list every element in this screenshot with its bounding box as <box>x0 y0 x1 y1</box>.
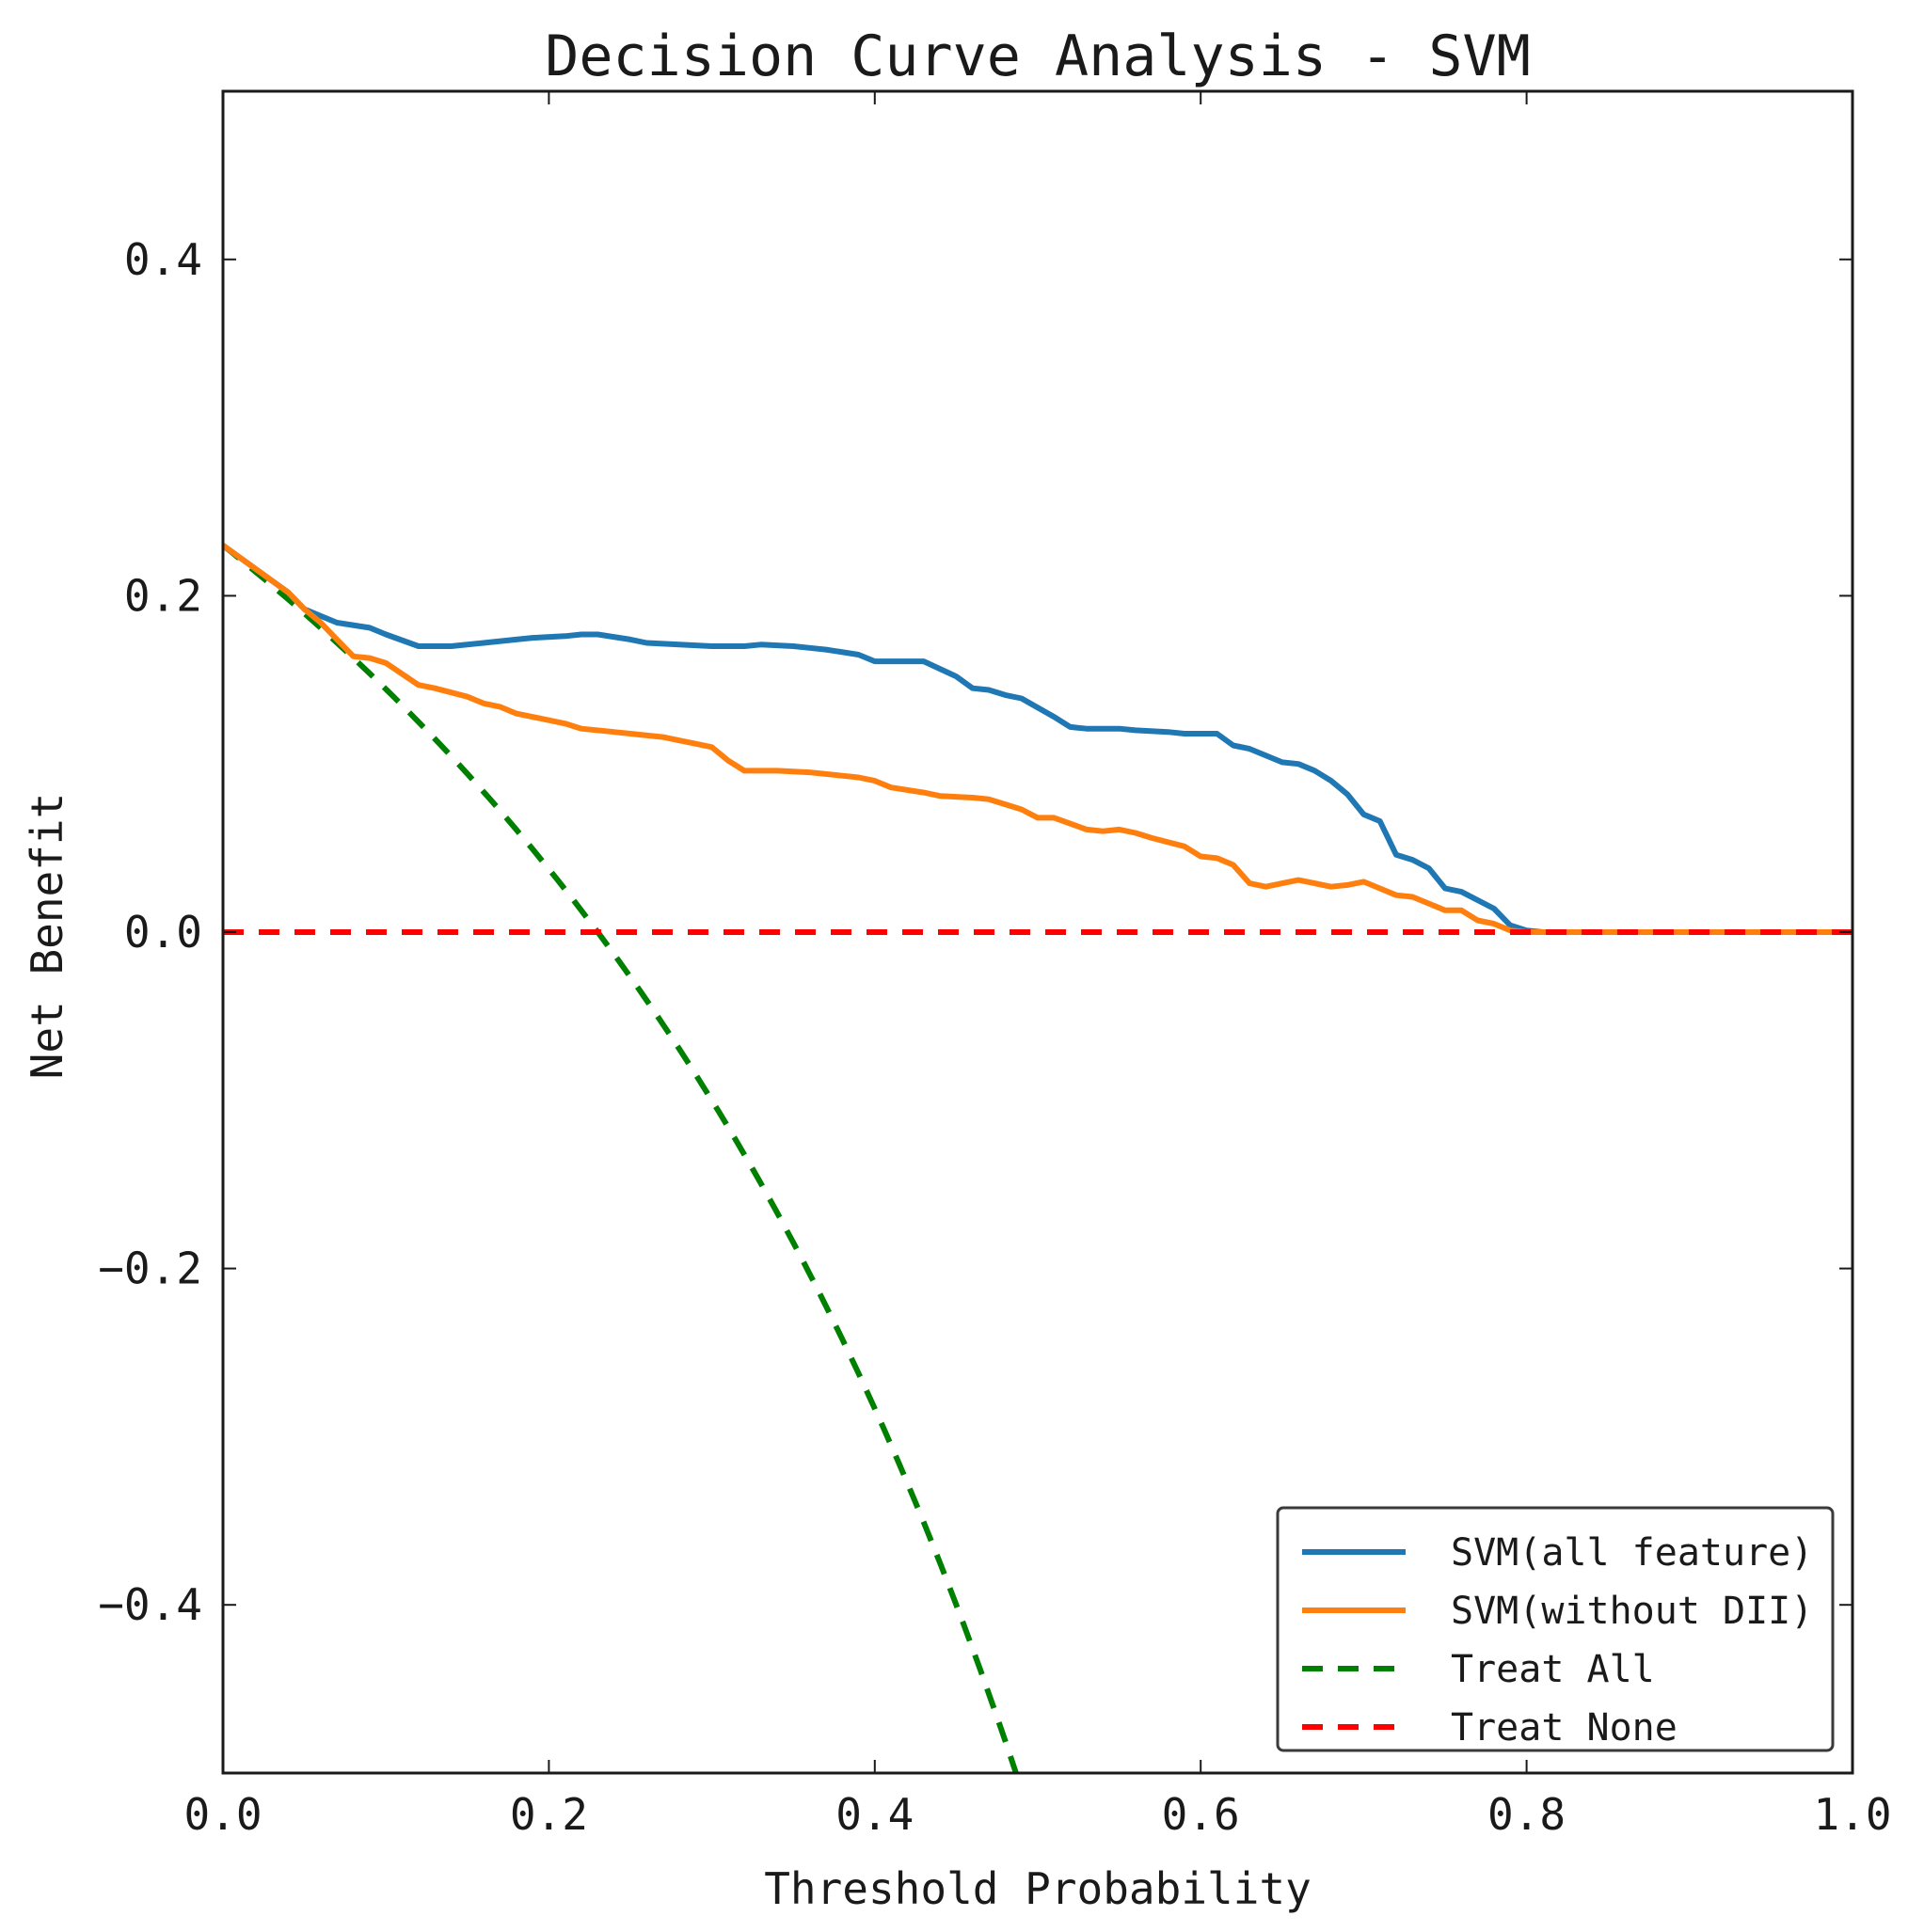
y-tick-label: 0.0 <box>124 907 202 958</box>
y-tick-label: 0.2 <box>124 570 202 621</box>
legend-label-svm-all-feature: SVM(all feature) <box>1451 1531 1813 1575</box>
legend-label-svm-without-dii: SVM(without DII) <box>1451 1590 1813 1633</box>
series-line-svm-all-feature <box>223 543 1852 935</box>
chart-title: Decision Curve Analysis - SVM <box>545 24 1531 89</box>
series-line-svm-without-dii <box>223 543 1852 935</box>
series-line-treat-all <box>223 543 1020 1773</box>
x-tick-label: 0.2 <box>510 1789 588 1840</box>
y-tick-label: −0.2 <box>98 1243 202 1294</box>
legend: SVM(all feature) SVM(without DII) Treat Al… <box>1276 1506 1835 1752</box>
x-axis-label: Threshold Probability <box>764 1863 1312 1914</box>
x-tick-label: 0.0 <box>183 1789 262 1840</box>
y-tick-label: 0.4 <box>124 234 202 285</box>
ticks-layer: 0.0 0.2 0.4 0.6 0.8 1.0 0.4 0.2 0.0 −0.2 −0.4 <box>98 91 1892 1840</box>
legend-label-treat-none: Treat None <box>1451 1706 1678 1750</box>
x-tick-label: 0.4 <box>835 1789 914 1840</box>
series-layer <box>223 543 1852 1773</box>
x-tick-label: 0.8 <box>1487 1789 1566 1840</box>
x-tick-label: 1.0 <box>1813 1789 1891 1840</box>
y-tick-label: −0.4 <box>98 1579 202 1630</box>
y-axis-label: Net Benefit <box>22 793 72 1080</box>
x-tick-label: 0.6 <box>1162 1789 1240 1840</box>
legend-box <box>1276 1506 1835 1752</box>
legend-label-treat-all: Treat All <box>1451 1648 1655 1691</box>
